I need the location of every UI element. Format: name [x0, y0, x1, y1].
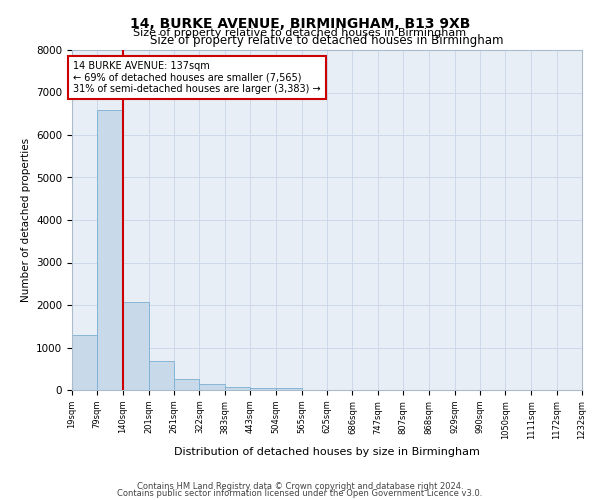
- Text: Size of property relative to detached houses in Birmingham: Size of property relative to detached ho…: [133, 28, 467, 38]
- X-axis label: Distribution of detached houses by size in Birmingham: Distribution of detached houses by size …: [174, 447, 480, 457]
- Y-axis label: Number of detached properties: Number of detached properties: [20, 138, 31, 302]
- Bar: [149, 361, 174, 390]
- Bar: [276, 388, 302, 390]
- Text: Contains HM Land Registry data © Crown copyright and database right 2024.: Contains HM Land Registry data © Crown c…: [137, 482, 463, 491]
- Bar: [250, 388, 276, 390]
- Bar: [174, 379, 199, 390]
- Bar: [123, 302, 149, 390]
- Text: Contains public sector information licensed under the Open Government Licence v3: Contains public sector information licen…: [118, 490, 482, 498]
- Bar: [225, 386, 250, 390]
- Text: 14, BURKE AVENUE, BIRMINGHAM, B13 9XB: 14, BURKE AVENUE, BIRMINGHAM, B13 9XB: [130, 18, 470, 32]
- Title: Size of property relative to detached houses in Birmingham: Size of property relative to detached ho…: [150, 34, 504, 48]
- Bar: [97, 110, 123, 390]
- Bar: [199, 384, 225, 390]
- Bar: [72, 335, 97, 390]
- Text: 14 BURKE AVENUE: 137sqm
← 69% of detached houses are smaller (7,565)
31% of semi: 14 BURKE AVENUE: 137sqm ← 69% of detache…: [73, 60, 321, 94]
